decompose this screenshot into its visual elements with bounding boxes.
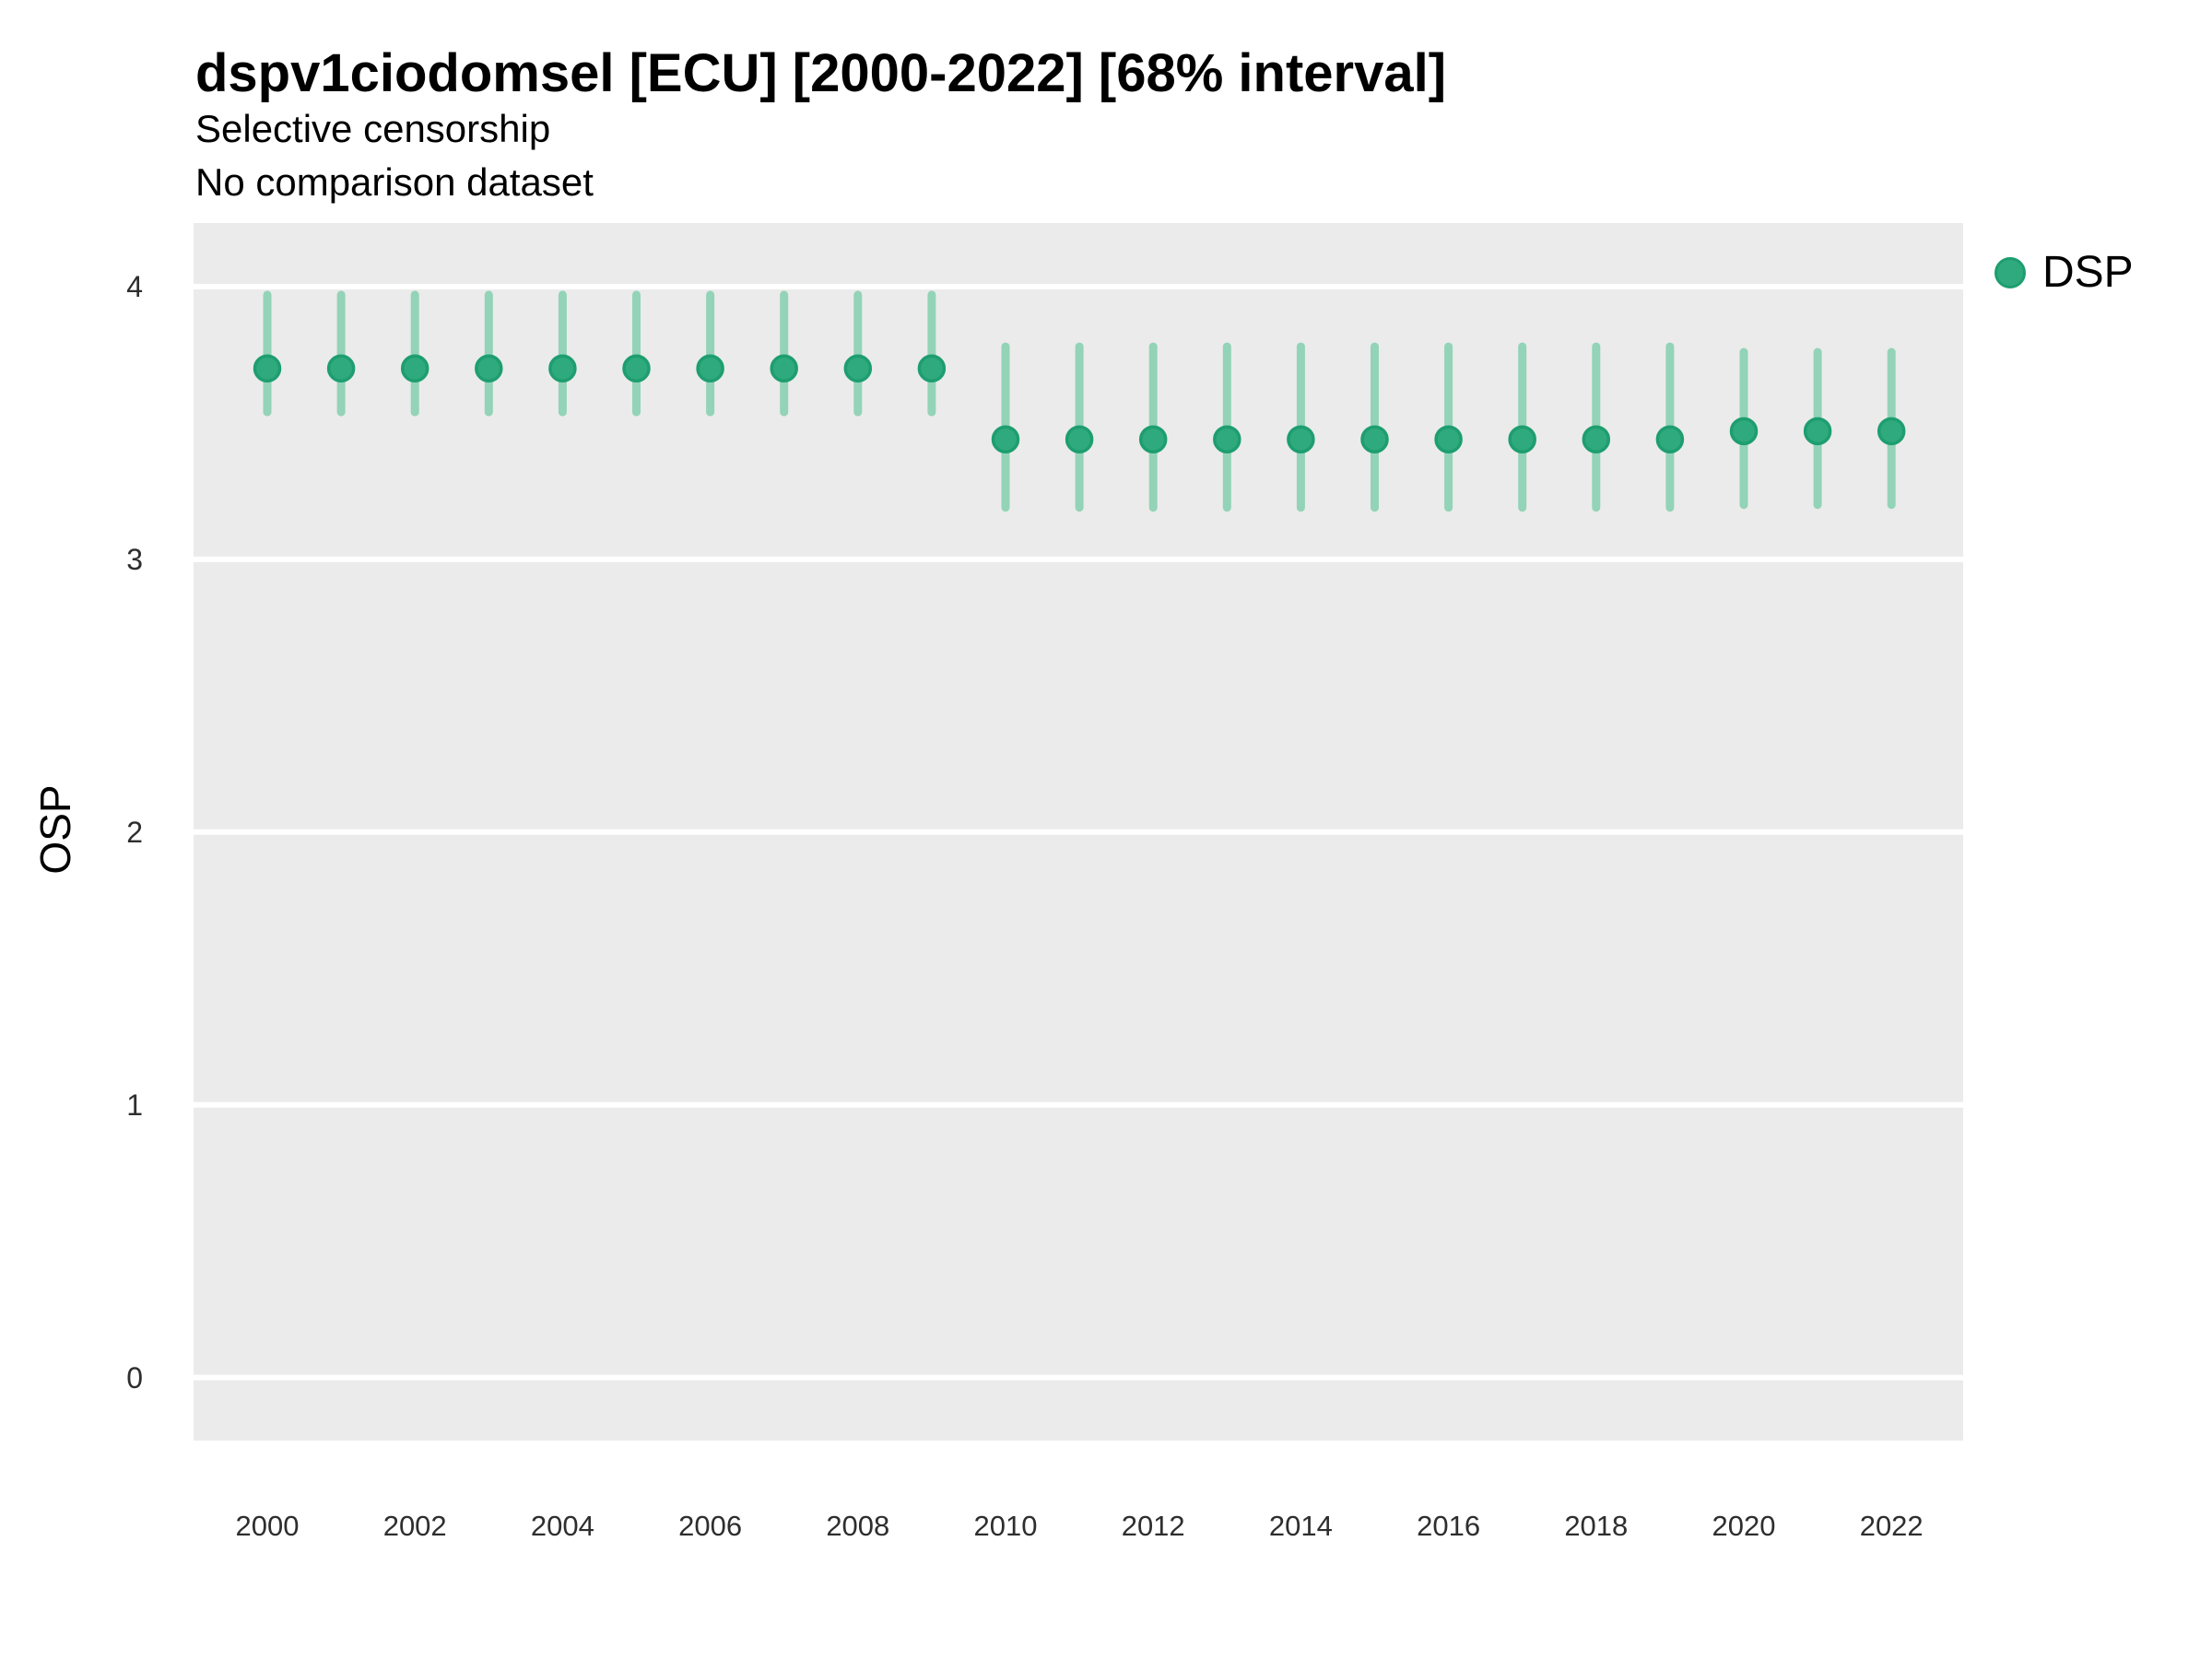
data-point — [326, 354, 356, 383]
data-point — [991, 425, 1020, 453]
x-tick-label: 2004 — [530, 1510, 594, 1542]
x-tick-label: 2000 — [235, 1510, 300, 1542]
x-tick-label: 2018 — [1564, 1510, 1629, 1542]
x-tick-label: 2020 — [1712, 1510, 1776, 1542]
data-point — [400, 354, 429, 383]
data-point — [1138, 425, 1168, 453]
chart-subtitle: Selective censorship — [195, 107, 551, 150]
data-point — [475, 354, 503, 383]
y-tick-label: 0 — [126, 1360, 143, 1394]
x-tick-label: 2012 — [1121, 1510, 1185, 1542]
x-tick-label: 2022 — [1859, 1510, 1924, 1542]
y-tick-label: 4 — [126, 270, 143, 303]
data-point — [770, 354, 798, 383]
x-tick-label: 2008 — [826, 1510, 890, 1542]
data-point — [548, 354, 577, 383]
legend-label: DSP — [2042, 248, 2134, 297]
data-point — [253, 354, 282, 383]
data-point — [696, 354, 724, 383]
data-point — [1877, 417, 1906, 446]
data-point — [622, 354, 651, 383]
y-tick-label: 1 — [126, 1088, 143, 1122]
x-tick-label: 2002 — [382, 1510, 447, 1542]
data-point — [1803, 417, 1832, 446]
chart-title: dspv1ciodomsel [ECU] [2000-2022] [68% in… — [195, 43, 1447, 103]
x-tick-label: 2014 — [1268, 1510, 1333, 1542]
data-point — [843, 354, 873, 383]
chart-note: No comparison dataset — [195, 160, 594, 204]
y-tick-label: 3 — [126, 542, 143, 576]
x-tick-label: 2010 — [973, 1510, 1038, 1542]
data-point — [1065, 425, 1094, 453]
data-point — [1213, 425, 1241, 453]
x-tick-label: 2006 — [678, 1510, 743, 1542]
data-point — [1508, 425, 1536, 453]
data-point — [1434, 425, 1463, 453]
data-point — [1655, 425, 1685, 453]
data-point — [917, 354, 947, 383]
y-tick-label: 2 — [126, 815, 143, 849]
data-point — [1287, 425, 1315, 453]
legend-circle-icon — [1994, 257, 2026, 288]
data-point — [1582, 425, 1611, 453]
data-point — [1729, 417, 1759, 446]
x-tick-label: 2016 — [1417, 1510, 1481, 1542]
legend: DSP — [1994, 251, 2134, 295]
data-point — [1360, 425, 1389, 453]
